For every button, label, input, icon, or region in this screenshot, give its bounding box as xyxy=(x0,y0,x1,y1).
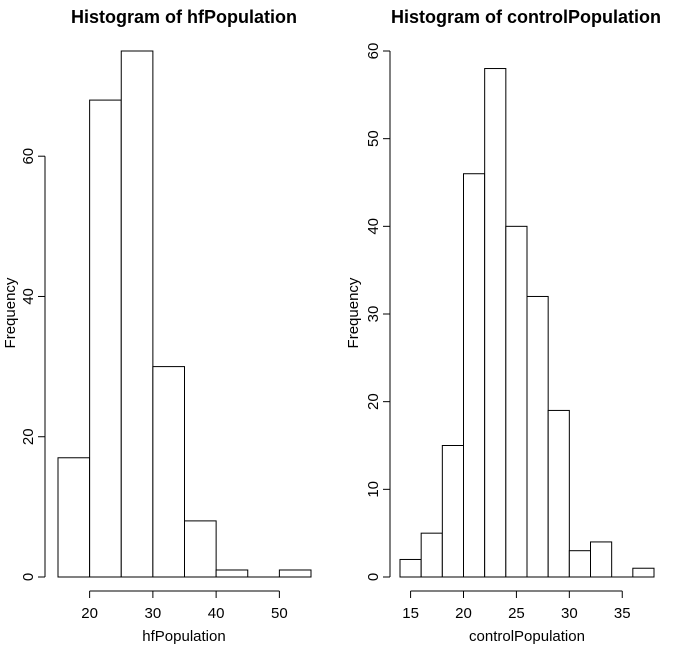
y-tick-label: 0 xyxy=(365,573,382,581)
histogram-bar xyxy=(89,99,122,578)
y-tick-label: 50 xyxy=(365,130,382,147)
histogram-bar xyxy=(547,409,570,578)
y-tick-label: 40 xyxy=(365,218,382,235)
x-axis-label: controlPopulation xyxy=(469,628,585,645)
x-axis: 20 30 40 50 xyxy=(81,590,288,622)
y-tick-label: 20 xyxy=(365,393,382,410)
x-tick-label: 20 xyxy=(81,605,98,622)
y-tick-label: 40 xyxy=(20,288,37,305)
histogram-bar xyxy=(505,225,528,578)
histogram-bar xyxy=(632,567,655,578)
histogram-bar xyxy=(278,569,312,578)
y-tick-label: 60 xyxy=(365,43,382,60)
histogram-bar xyxy=(57,457,91,578)
x-tick-label: 15 xyxy=(402,605,419,622)
histogram-bar xyxy=(568,550,591,578)
x-tick-label: 40 xyxy=(208,605,225,622)
hfpopulation-histogram-panel: Histogram of hfPopulation hfPopulation F… xyxy=(2,7,312,645)
histogram-bar xyxy=(441,445,465,578)
x-tick-label: 35 xyxy=(614,605,631,622)
x-axis: 15 20 25 30 35 xyxy=(402,590,631,622)
y-tick-label: 10 xyxy=(365,481,382,498)
histogram-bar xyxy=(526,295,549,578)
x-tick-label: 25 xyxy=(508,605,525,622)
x-tick-label: 50 xyxy=(271,605,288,622)
histogram-bar xyxy=(152,366,185,578)
y-axis: 0 20 40 60 xyxy=(20,148,46,581)
y-tick-label: 60 xyxy=(20,148,37,165)
histogram-bar xyxy=(120,50,154,578)
y-tick-label: 30 xyxy=(365,306,382,323)
chart-title: Histogram of controlPopulation xyxy=(391,7,661,27)
histogram-bar xyxy=(215,569,249,578)
y-axis-label: Frequency xyxy=(345,277,362,348)
histogram-bar xyxy=(420,532,443,578)
histogram-bar xyxy=(399,558,422,578)
histogram-bar xyxy=(484,68,507,578)
histogram-bar xyxy=(184,520,217,578)
y-axis-label: Frequency xyxy=(2,277,19,348)
bars xyxy=(57,50,312,578)
controlpopulation-histogram-panel: Histogram of controlPopulation controlPo… xyxy=(345,7,661,645)
y-tick-label: 20 xyxy=(20,428,37,445)
x-tick-label: 20 xyxy=(455,605,472,622)
y-tick-label: 0 xyxy=(20,573,37,581)
y-axis: 0 10 20 30 40 50 60 xyxy=(365,43,391,581)
x-tick-label: 30 xyxy=(145,605,162,622)
bars xyxy=(399,68,655,578)
x-tick-label: 30 xyxy=(561,605,578,622)
x-axis-label: hfPopulation xyxy=(142,628,225,645)
histogram-bar xyxy=(590,541,613,578)
chart-title: Histogram of hfPopulation xyxy=(71,7,297,27)
histogram-bar xyxy=(463,173,486,578)
